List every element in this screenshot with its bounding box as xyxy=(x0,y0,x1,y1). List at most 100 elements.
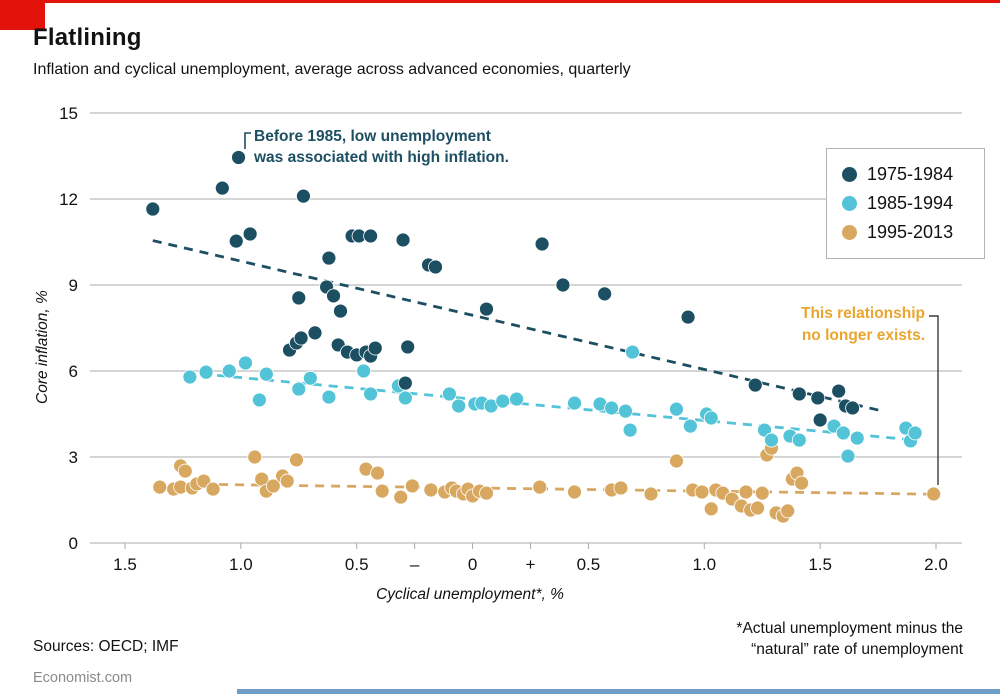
data-point-1975-1984 xyxy=(291,290,307,306)
data-point-1995-2013 xyxy=(754,485,770,501)
data-point-1985-1994 xyxy=(321,389,337,405)
data-point-1995-2013 xyxy=(479,485,494,501)
x-tick-label: 0.5 xyxy=(345,555,369,574)
data-point-1995-2013 xyxy=(794,475,810,491)
data-point-1995-2013 xyxy=(926,486,942,502)
data-point-1995-2013 xyxy=(780,503,796,519)
data-point-1985-1994 xyxy=(363,386,379,402)
data-point-1995-2013 xyxy=(613,480,629,496)
data-point-1985-1994 xyxy=(567,395,582,411)
data-point-1985-1994 xyxy=(251,392,267,408)
data-point-1975-1984 xyxy=(395,232,411,248)
data-point-1995-2013 xyxy=(567,484,582,500)
x-tick-label: 1.0 xyxy=(692,555,716,574)
red-accent-tab xyxy=(0,0,45,30)
y-tick-label: 12 xyxy=(59,190,78,209)
data-point-1975-1984 xyxy=(791,386,807,402)
data-point-1975-1984 xyxy=(231,150,246,165)
legend-label-1995-2013: 1995-2013 xyxy=(867,222,954,242)
y-axis-title: Core inflation, % xyxy=(34,290,51,404)
data-point-1985-1994 xyxy=(182,369,198,385)
red-accent-line xyxy=(0,0,1000,3)
data-point-1995-2013 xyxy=(643,486,659,502)
data-point-1975-1984 xyxy=(307,325,323,341)
data-point-1975-1984 xyxy=(333,303,348,319)
data-point-1975-1984 xyxy=(845,400,860,416)
data-point-1995-2013 xyxy=(370,465,385,481)
data-point-1985-1994 xyxy=(764,432,779,448)
data-point-1985-1994 xyxy=(791,432,807,448)
annotation-before-1985: Before 1985, low unemployment was associ… xyxy=(254,126,509,168)
data-point-1975-1984 xyxy=(479,301,494,317)
data-point-1995-2013 xyxy=(404,478,420,494)
footnote-line1: *Actual unemployment minus the xyxy=(736,620,963,637)
data-point-1985-1994 xyxy=(840,448,856,464)
data-point-1985-1994 xyxy=(703,410,719,426)
data-point-1985-1994 xyxy=(238,355,253,371)
legend-dot-1985-1994 xyxy=(842,196,857,211)
x-tick-label: 1.0 xyxy=(229,555,253,574)
data-point-1975-1984 xyxy=(831,383,847,399)
data-point-1985-1994 xyxy=(221,363,237,379)
x-axis-title: Cyclical unemployment*, % xyxy=(376,586,564,603)
data-point-1995-2013 xyxy=(694,484,710,500)
x-tick-label: 0.5 xyxy=(577,555,601,574)
y-tick-label: 9 xyxy=(69,276,78,295)
data-point-1985-1994 xyxy=(907,425,923,441)
trend-line-1975-1984 xyxy=(152,239,881,412)
data-point-1985-1994 xyxy=(625,344,640,360)
data-point-1995-2013 xyxy=(289,452,304,468)
sources-text: Sources: OECD; IMF xyxy=(33,638,179,655)
data-point-1985-1994 xyxy=(291,381,307,397)
footnote: *Actual unemployment minus the “natural”… xyxy=(600,618,963,660)
economist-site-text: Economist.com xyxy=(33,670,133,686)
annotation-no-longer-exists: This relationship no longer exists. xyxy=(752,303,925,347)
data-point-1975-1984 xyxy=(747,377,763,393)
data-point-1995-2013 xyxy=(393,489,409,505)
legend-item-1985-1994: 1985-1994 xyxy=(842,189,984,218)
x-tick-label: – xyxy=(410,555,420,574)
data-point-1975-1984 xyxy=(597,286,613,302)
data-point-1975-1984 xyxy=(296,188,311,204)
data-point-1985-1994 xyxy=(356,363,372,379)
y-tick-label: 3 xyxy=(69,448,78,467)
annotation-before-line1: Before 1985, low unemployment xyxy=(254,128,491,145)
data-point-1995-2013 xyxy=(205,481,221,497)
data-point-1975-1984 xyxy=(363,228,379,244)
annotation-now-line1: This relationship xyxy=(800,305,925,322)
annotation-connector-line xyxy=(244,132,251,149)
data-point-1975-1984 xyxy=(555,277,571,293)
annotation-bracket-line xyxy=(929,315,939,485)
x-tick-label: 2.0 xyxy=(924,555,948,574)
legend-item-1995-2013: 1995-2013 xyxy=(842,218,984,247)
data-point-1975-1984 xyxy=(242,226,258,242)
data-point-1985-1994 xyxy=(669,401,684,417)
data-point-1975-1984 xyxy=(145,201,161,217)
data-point-1985-1994 xyxy=(835,425,851,441)
data-point-1985-1994 xyxy=(604,400,619,416)
data-point-1975-1984 xyxy=(326,288,341,304)
y-tick-label: 15 xyxy=(59,104,78,123)
legend: 1975-1984 1985-1994 1995-2013 xyxy=(826,148,985,259)
legend-dot-1995-2013 xyxy=(842,225,857,240)
chart-title: Flatlining xyxy=(33,24,142,51)
data-point-1975-1984 xyxy=(534,236,550,252)
chart-subtitle: Inflation and cyclical unemployment, ave… xyxy=(33,61,631,78)
legend-label-1985-1994: 1985-1994 xyxy=(867,193,954,213)
data-point-1985-1994 xyxy=(302,370,318,386)
data-point-1985-1994 xyxy=(509,391,524,407)
data-point-1975-1984 xyxy=(400,339,416,355)
data-point-1995-2013 xyxy=(423,482,439,498)
data-point-1975-1984 xyxy=(812,412,828,428)
legend-label-1975-1984: 1975-1984 xyxy=(867,164,954,184)
y-tick-label: 6 xyxy=(69,362,78,381)
data-point-1975-1984 xyxy=(228,233,244,249)
trend-line-1985-1994 xyxy=(185,371,907,441)
data-point-1995-2013 xyxy=(265,478,281,494)
annotation-before-line2: was associated with high inflation. xyxy=(254,149,509,166)
data-point-1985-1994 xyxy=(495,393,511,409)
data-point-1975-1984 xyxy=(810,390,826,406)
data-point-1985-1994 xyxy=(849,430,865,446)
data-point-1995-2013 xyxy=(532,479,548,495)
